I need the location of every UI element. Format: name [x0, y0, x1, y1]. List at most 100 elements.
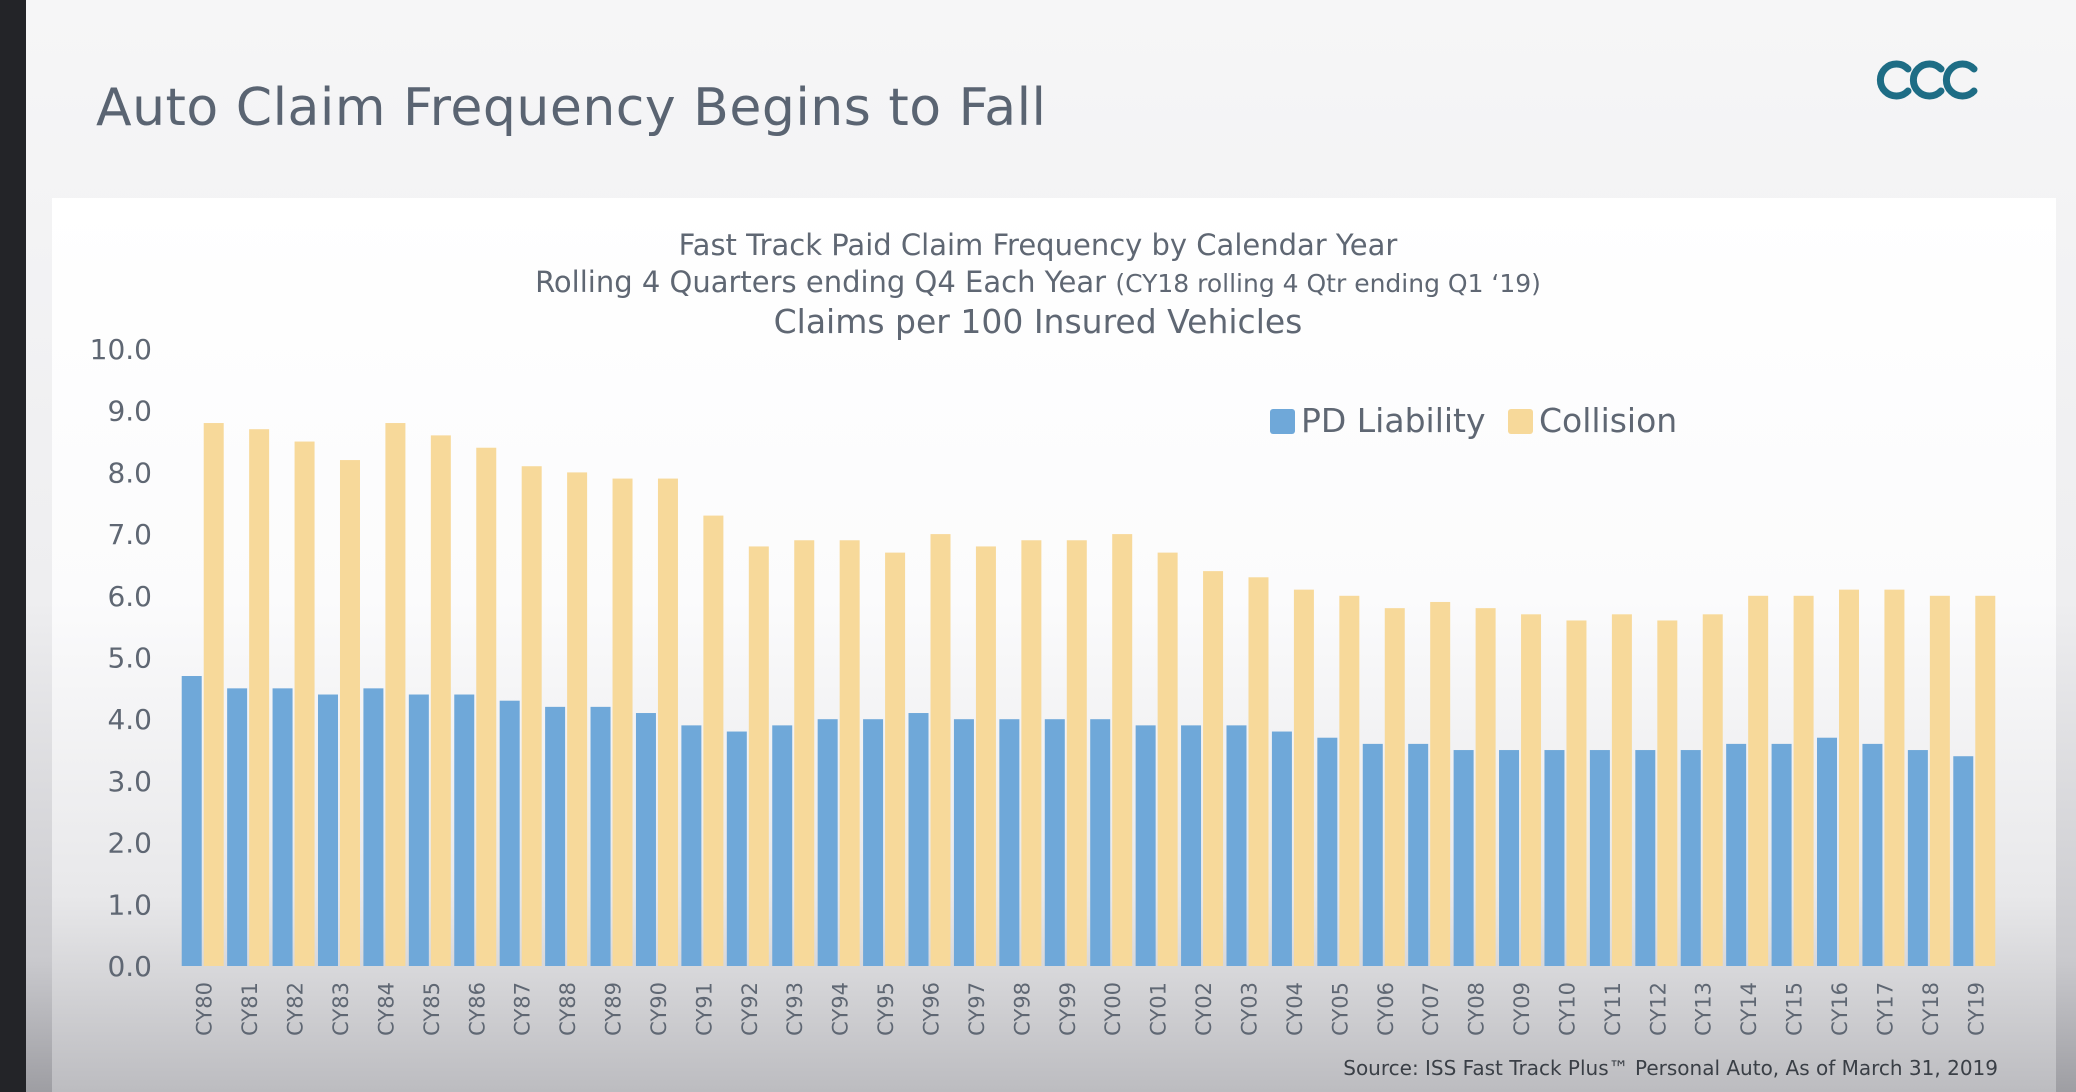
bar-collision-cy13 [1702, 614, 1723, 966]
x-tick-label: CY16 [1828, 982, 1852, 1036]
bar-pd-liability-cy83 [317, 694, 338, 966]
x-tick-label: CY07 [1419, 982, 1443, 1036]
bar-pd-liability-cy87 [499, 700, 520, 966]
x-tick-label: CY97 [965, 982, 989, 1036]
legend-swatch-collision [1508, 409, 1533, 434]
bar-pd-liability-cy10 [1544, 750, 1565, 966]
bar-pd-liability-cy05 [1317, 737, 1338, 966]
chart-subtitle: Rolling 4 Quarters ending Q4 Each Year (… [0, 265, 2076, 299]
bar-collision-cy86 [476, 447, 497, 967]
legend-swatch-pd-liability [1270, 409, 1295, 434]
x-tick-label: CY13 [1692, 982, 1716, 1036]
x-tick-label: CY11 [1601, 982, 1625, 1036]
y-tick-label: 1.0 [107, 888, 152, 921]
x-tick-label: CY17 [1873, 982, 1897, 1036]
bar-pd-liability-cy18 [1907, 750, 1928, 966]
x-tick-label: CY99 [1056, 982, 1080, 1036]
bar-pd-liability-cy86 [454, 694, 475, 966]
bar-collision-cy90 [657, 478, 678, 966]
bar-pd-liability-cy91 [681, 725, 702, 966]
x-tick-label: CY86 [465, 982, 489, 1036]
x-tick-label: CY14 [1737, 982, 1761, 1036]
bar-pd-liability-cy14 [1726, 743, 1747, 966]
y-tick-label: 5.0 [107, 642, 152, 675]
bar-collision-cy18 [1929, 595, 1950, 966]
x-tick-label: CY18 [1919, 982, 1943, 1036]
x-tick-label: CY19 [1964, 982, 1988, 1036]
x-tick-label: CY89 [602, 982, 626, 1036]
x-tick-label: CY09 [1510, 982, 1534, 1036]
x-tick-label: CY83 [329, 982, 353, 1036]
bar-pd-liability-cy88 [545, 706, 566, 966]
bar-collision-cy94 [839, 540, 860, 966]
bar-collision-cy10 [1566, 620, 1587, 966]
legend: PD Liability Collision [1270, 401, 1677, 440]
y-tick-label: 7.0 [107, 518, 152, 551]
bar-collision-cy02 [1203, 571, 1224, 966]
bar-pd-liability-cy17 [1862, 743, 1883, 966]
x-tick-label: CY98 [1010, 982, 1034, 1036]
bar-pd-liability-cy11 [1589, 750, 1610, 966]
bar-collision-cy09 [1521, 614, 1542, 966]
bar-collision-cy03 [1248, 577, 1269, 966]
y-tick-label: 9.0 [107, 395, 152, 428]
bar-pd-liability-cy93 [772, 725, 793, 966]
source-note: Source: ISS Fast Track Plus™ Personal Au… [1343, 1056, 1998, 1080]
x-tick-label: CY06 [1374, 982, 1398, 1036]
x-tick-label: CY92 [738, 982, 762, 1036]
chart-subtitle-note: (CY18 rolling 4 Qtr ending Q1 ‘19) [1115, 269, 1541, 298]
x-tick-label: CY08 [1465, 982, 1489, 1036]
x-tick-label: CY15 [1783, 982, 1807, 1036]
bar-collision-cy84 [385, 423, 406, 966]
bar-pd-liability-cy02 [1181, 725, 1202, 966]
bar-pd-liability-cy99 [1044, 719, 1065, 966]
x-tick-label: CY84 [374, 982, 398, 1036]
bar-collision-cy11 [1611, 614, 1632, 966]
bar-collision-cy14 [1748, 595, 1769, 966]
bar-pd-liability-cy06 [1362, 743, 1383, 966]
x-tick-label: CY02 [1192, 982, 1216, 1036]
bar-collision-cy93 [794, 540, 815, 966]
x-tick-label: CY05 [1328, 982, 1352, 1036]
y-tick-label: 6.0 [107, 580, 152, 613]
bar-pd-liability-cy81 [227, 688, 248, 966]
bar-collision-cy97 [975, 546, 996, 966]
bar-pd-liability-cy07 [1408, 743, 1429, 966]
x-tick-label: CY90 [647, 982, 671, 1036]
bar-pd-liability-cy98 [999, 719, 1020, 966]
legend-label-pd-liability: PD Liability [1301, 401, 1486, 440]
bar-pd-liability-cy15 [1771, 743, 1792, 966]
bars [181, 423, 1996, 967]
x-tick-label: CY87 [511, 982, 535, 1036]
bar-collision-cy19 [1975, 595, 1996, 966]
bar-pd-liability-cy13 [1680, 750, 1701, 966]
x-tick-label: CY12 [1646, 982, 1670, 1036]
bar-collision-cy04 [1293, 589, 1314, 966]
bar-collision-cy92 [748, 546, 769, 966]
bar-collision-cy05 [1339, 595, 1360, 966]
bar-collision-cy87 [521, 466, 542, 966]
bar-pd-liability-cy92 [726, 731, 747, 966]
bar-collision-cy85 [430, 435, 451, 966]
bar-collision-cy16 [1839, 589, 1860, 966]
x-tick-label: CY04 [1283, 982, 1307, 1036]
x-tick-label: CY96 [920, 982, 944, 1036]
bar-collision-cy96 [930, 534, 951, 966]
bar-pd-liability-cy80 [181, 676, 202, 966]
x-axis: CY80 CY81 CY82 CY83 CY84 CY85 CY86 CY87 CY88 CY89… [193, 982, 1989, 1036]
x-tick-label: CY00 [1101, 982, 1125, 1036]
bar-collision-cy08 [1475, 608, 1496, 966]
bar-collision-cy82 [294, 441, 315, 966]
bar-collision-cy00 [1112, 534, 1133, 966]
bar-collision-cy81 [249, 429, 270, 967]
bar-pd-liability-cy19 [1953, 756, 1974, 966]
bar-collision-cy99 [1066, 540, 1087, 966]
bar-collision-cy07 [1430, 601, 1451, 966]
bar-pd-liability-cy04 [1271, 731, 1292, 966]
chart-subtitle-main: Rolling 4 Quarters ending Q4 Each Year [535, 265, 1107, 299]
x-tick-label: CY85 [420, 982, 444, 1036]
bar-collision-cy89 [612, 478, 633, 966]
bar-pd-liability-cy97 [953, 719, 974, 966]
x-tick-label: CY95 [874, 982, 898, 1036]
